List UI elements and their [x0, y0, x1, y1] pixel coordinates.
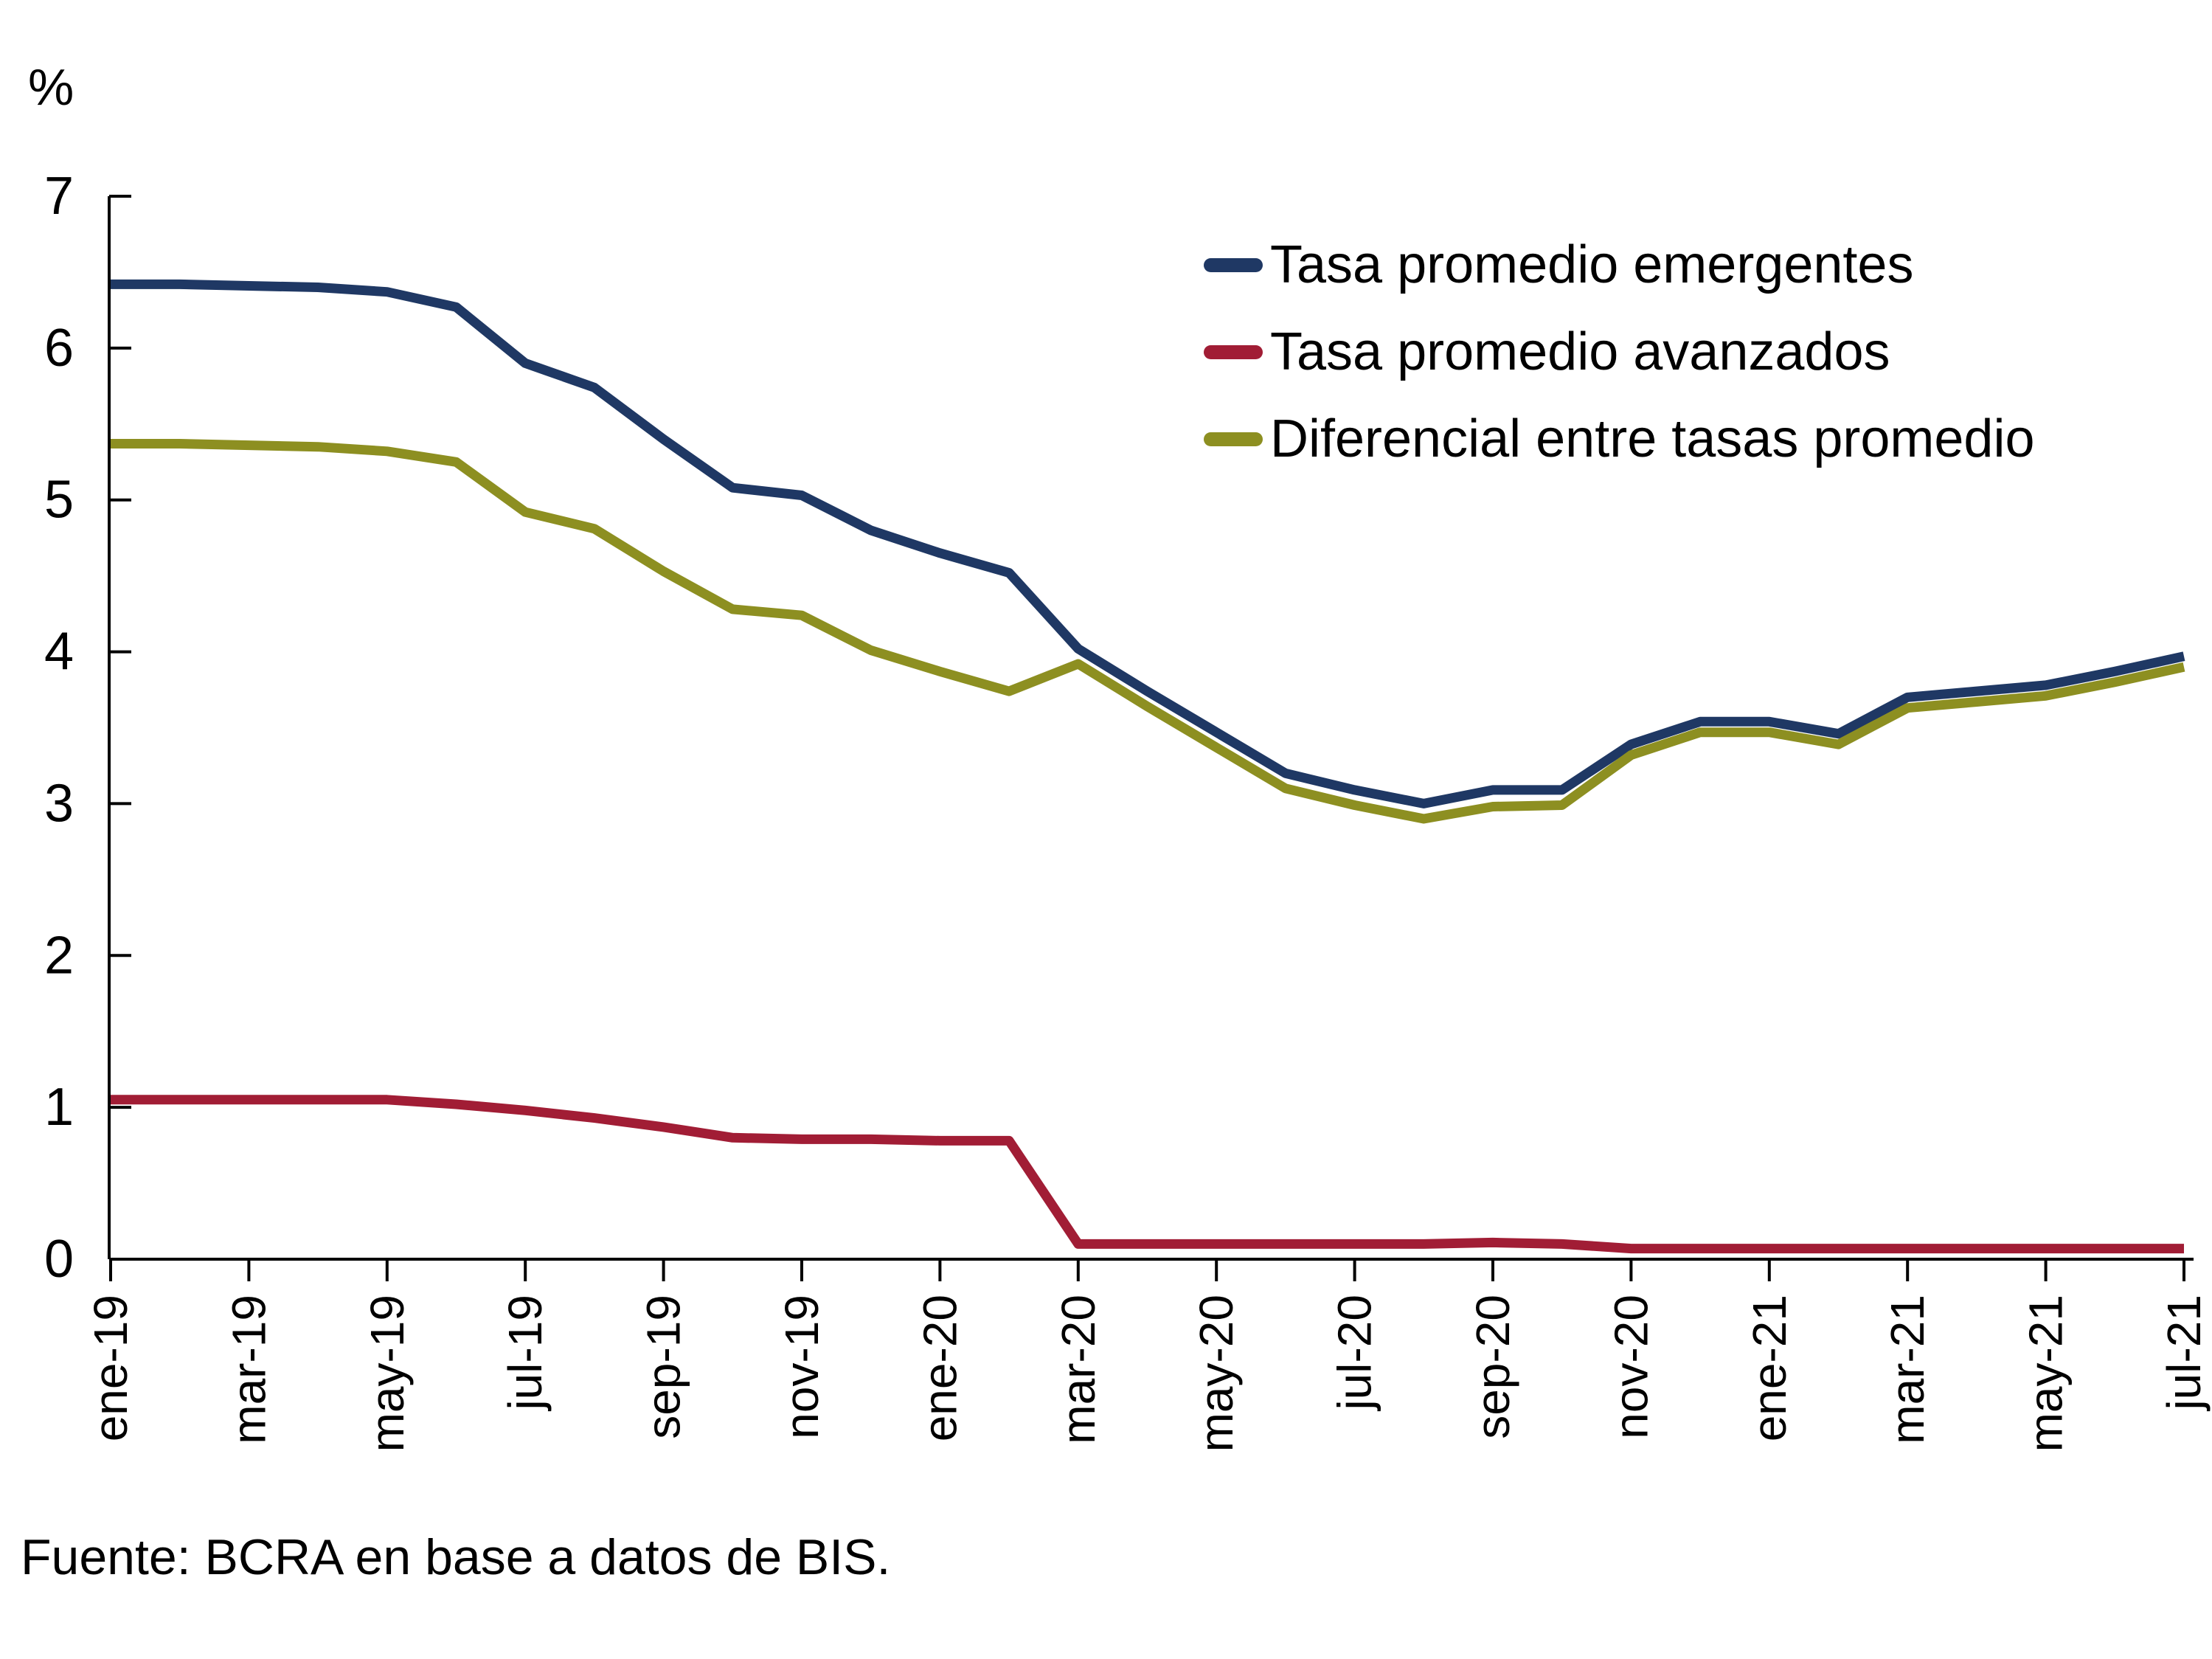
legend-label-emergentes: Tasa promedio emergentes [1270, 235, 1914, 294]
x-axis-tick-label: mar-21 [1881, 1295, 1934, 1444]
x-axis-tick-label: mar-19 [222, 1295, 275, 1444]
y-axis-tick-label: 6 [44, 319, 74, 378]
source-note: Fuente: BCRA en base a datos de BIS. [21, 1529, 891, 1585]
series-line-diferencial [111, 439, 2185, 824]
x-axis-tick-label: ene-19 [84, 1295, 137, 1441]
x-axis-tick-label: may-21 [2019, 1295, 2073, 1452]
x-axis-tick-label: jul-21 [2157, 1295, 2211, 1412]
legend-swatch-diferencial [1204, 432, 1263, 446]
y-axis-tick-label: 2 [44, 926, 74, 985]
x-axis-tick-label: sep-19 [637, 1295, 690, 1439]
x-axis-tick-label: may-20 [1190, 1295, 1243, 1452]
y-axis-tick-label: 0 [44, 1230, 74, 1289]
legend-item-avanzados: Tasa promedio avanzados [1204, 308, 2035, 395]
y-axis-tick-label: 5 [44, 471, 74, 530]
series-line-avanzados [111, 1095, 2184, 1254]
x-axis-tick-label: mar-20 [1052, 1295, 1105, 1444]
y-axis-tick-label: 1 [44, 1078, 74, 1137]
chart-legend: Tasa promedio emergentes Tasa promedio a… [1204, 221, 2035, 482]
y-axis-tick-label: 3 [44, 774, 74, 833]
y-axis-tick-label: 4 [44, 623, 74, 682]
x-axis-tick-label: jul-20 [1328, 1295, 1381, 1412]
x-axis-tick-label: jul-19 [499, 1295, 552, 1412]
legend-label-diferencial: Diferencial entre tasas promedio [1270, 409, 2035, 468]
y-axis-tick-label: 7 [44, 167, 74, 226]
legend-swatch-emergentes [1204, 257, 1263, 272]
x-axis-tick-label: ene-21 [1743, 1295, 1796, 1441]
legend-label-avanzados: Tasa promedio avanzados [1270, 322, 1890, 381]
series-line-emergentes [111, 279, 2185, 808]
y-axis-unit-label: % [28, 58, 74, 116]
legend-item-emergentes: Tasa promedio emergentes [1204, 221, 2035, 308]
x-axis-tick-label: nov-20 [1604, 1295, 1657, 1439]
x-axis-tick-label: sep-20 [1466, 1295, 1519, 1439]
x-axis-tick-label: ene-20 [913, 1295, 966, 1441]
legend-swatch-avanzados [1204, 344, 1263, 359]
x-axis-tick-label: nov-19 [775, 1295, 828, 1439]
x-axis-tick-label: may-19 [361, 1295, 414, 1452]
legend-item-diferencial: Diferencial entre tasas promedio [1204, 395, 2035, 482]
